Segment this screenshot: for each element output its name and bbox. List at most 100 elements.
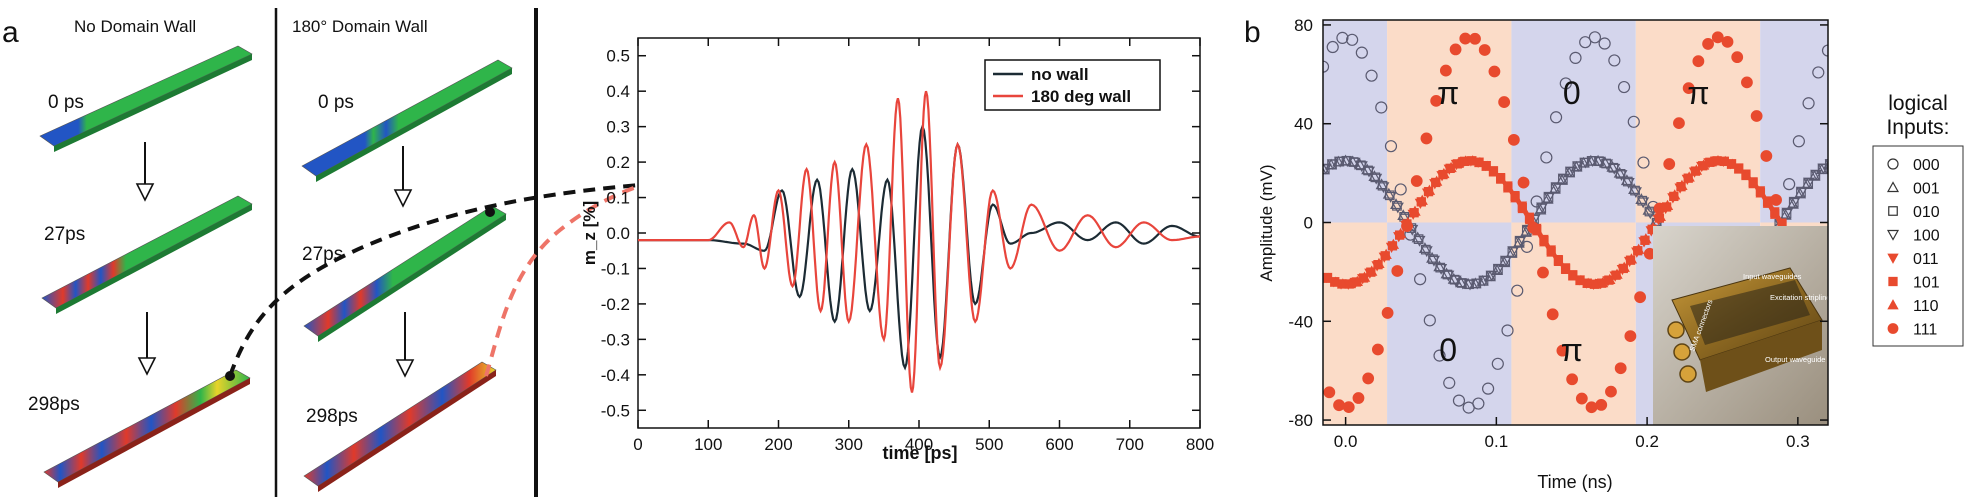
data-point [1731, 51, 1744, 64]
data-point [1536, 202, 1549, 214]
data-point [1817, 163, 1828, 175]
data-point [1546, 308, 1559, 321]
data-point [1501, 324, 1514, 337]
data-point [1427, 255, 1440, 267]
data-point [1423, 184, 1436, 195]
chart-a-ytick-label: -0.4 [601, 366, 630, 385]
sim-strip-nowall-0ps [39, 45, 253, 152]
data-point [1323, 386, 1336, 399]
data-point [1692, 55, 1705, 68]
panel-b-label: b [1244, 16, 1261, 49]
data-point [1510, 192, 1522, 203]
data-point [1485, 270, 1498, 282]
data-point [1615, 170, 1628, 181]
data-point [1358, 271, 1371, 282]
data-point [1391, 265, 1404, 277]
legend-marker [1886, 229, 1900, 241]
data-point [1546, 246, 1558, 257]
data-point [1394, 183, 1407, 196]
time-label-wall-298: 298ps [306, 406, 358, 427]
chart-a-ytick-label: -0.3 [601, 330, 630, 349]
inset-label-input: Input waveguides [1743, 272, 1802, 281]
data-point [1669, 189, 1681, 200]
data-point [1492, 263, 1505, 275]
panel-b: b π 0 π 0 π Input waveguides Excitation stri… [1244, 16, 1964, 492]
data-point [1795, 186, 1808, 198]
legend-row-111: 111 [1887, 322, 1937, 339]
legend-marker [1887, 253, 1899, 264]
data-point [1611, 268, 1623, 279]
chart-a-ytick-label: 0.2 [606, 153, 630, 172]
phase-band [1635, 20, 1761, 223]
chart-b-ylabel: Amplitude (mV) [1257, 164, 1276, 281]
data-point [1435, 263, 1448, 275]
data-point [1608, 54, 1621, 67]
data-point [1507, 246, 1520, 258]
legend-row-110: 110 [1887, 298, 1939, 315]
data-point [1781, 208, 1792, 219]
chart-a-ytick-label: -0.5 [601, 401, 630, 420]
data-point [1579, 36, 1592, 49]
data-point [1788, 197, 1799, 208]
chart-a-xtick-label: 800 [1186, 435, 1214, 454]
chart-a-ytick-label: -0.1 [601, 259, 630, 278]
data-point [1488, 65, 1501, 78]
chart-a-ytick-label: 0.1 [606, 189, 630, 208]
panel-a-label: a [2, 16, 19, 49]
data-point [1326, 40, 1339, 54]
arrow-down-icon [137, 312, 157, 376]
data-point [1469, 32, 1481, 45]
data-point [1760, 150, 1773, 162]
data-point [1323, 60, 1330, 73]
data-point [1346, 33, 1359, 46]
data-point [1433, 349, 1446, 362]
legend-marker [1887, 323, 1899, 334]
data-point [1430, 175, 1443, 186]
legend-box [1872, 145, 1964, 347]
data-point [1802, 97, 1815, 110]
data-point [1491, 264, 1504, 275]
chart-b-xtick-label: 0.0 [1334, 432, 1358, 451]
data-point [1821, 44, 1828, 57]
chart-b-ytick-label: 40 [1294, 115, 1313, 134]
data-point [1514, 236, 1525, 247]
data-point [1598, 37, 1611, 50]
data-point [1808, 169, 1821, 181]
data-point [1711, 31, 1724, 44]
data-point [1413, 235, 1426, 247]
sim-strip-nowall-298ps [43, 369, 251, 488]
data-point [1829, 398, 1840, 409]
data-point [1481, 382, 1495, 395]
legend-marker [1888, 206, 1898, 216]
device-photo-inset: Input waveguides Excitation striplines S… [1653, 226, 1834, 425]
data-point [1608, 163, 1621, 175]
data-point [1560, 263, 1573, 274]
data-point [1637, 197, 1650, 209]
data-point [1355, 161, 1368, 173]
data-point [1326, 159, 1339, 171]
legend-entry-180-deg-wall: 180 deg wall [1031, 87, 1131, 106]
data-point [1423, 314, 1436, 327]
data-point [1537, 266, 1549, 279]
data-point [1366, 265, 1378, 276]
data-point [1420, 246, 1433, 258]
chart-b-ytick-label: -80 [1288, 411, 1313, 430]
phase-band [1387, 222, 1512, 425]
legend-marker [1887, 158, 1899, 170]
phase-band [1760, 20, 1828, 223]
data-point [1588, 31, 1602, 44]
arrow-down-icon [135, 142, 155, 202]
data-point [1682, 82, 1695, 95]
data-point [1471, 278, 1484, 290]
data-point [1557, 173, 1570, 185]
phase-band [1323, 20, 1388, 223]
legend-label-111: 111 [1913, 322, 1937, 339]
data-point [1355, 46, 1368, 59]
phase-band [1511, 20, 1636, 223]
data-point [1568, 270, 1580, 281]
legend-row-001: 001 [1886, 181, 1940, 198]
panel-a: a No Domain Wall 180° Domain Wall 0 ps 2… [2, 8, 1214, 497]
data-point [1556, 344, 1569, 357]
legend-row-000: 000 [1887, 157, 1940, 174]
